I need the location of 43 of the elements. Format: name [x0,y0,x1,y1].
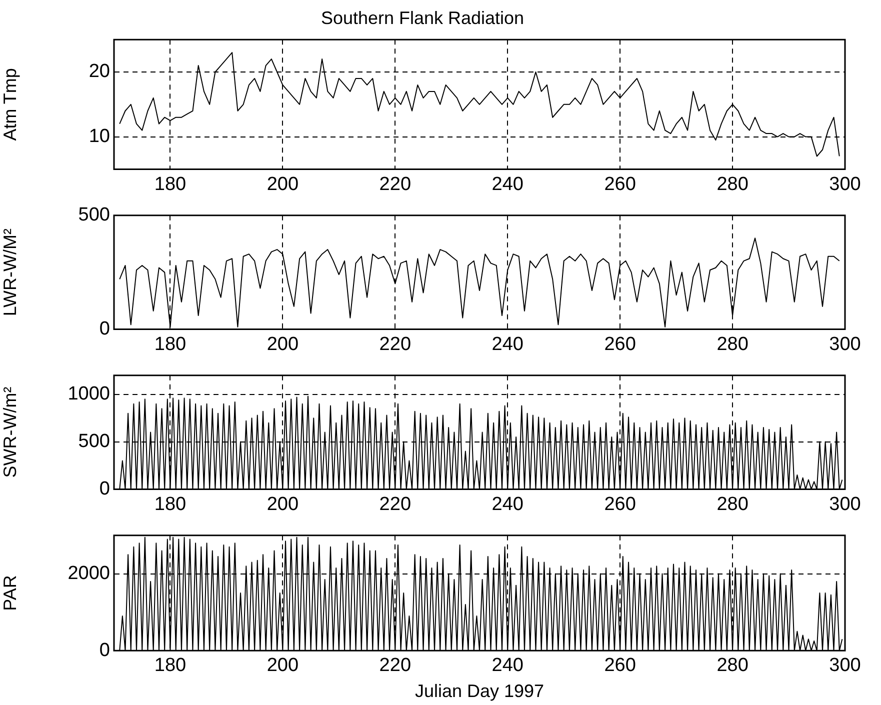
y-tick-label: 20 [88,61,110,82]
chart-title: Southern Flank Radiation [320,8,524,28]
x-tick-label: 200 [266,655,299,676]
x-tick-label: 300 [829,494,861,515]
x-tick-label: 220 [379,494,412,515]
x-tick-label: 280 [716,334,748,355]
x-tick-label: 200 [266,494,299,515]
y-axis-title: Atm Tmp [0,68,20,141]
x-tick-label: 280 [716,494,748,515]
x-tick-label: 180 [154,334,186,355]
x-tick-label: 200 [266,174,299,195]
y-tick-label: 10 [88,126,110,148]
x-tick-label: 260 [604,655,636,676]
x-axis-title: Julian Day 1997 [414,681,544,702]
x-tick-label: 280 [716,655,748,676]
x-tick-label: 240 [492,334,524,355]
x-tick-label: 260 [604,174,636,195]
x-tick-label: 200 [266,334,299,355]
x-tick-label: 220 [379,334,412,355]
y-axis-title: SWR-W/m² [0,386,20,478]
y-tick-label: 1000 [68,384,110,405]
y-axis-title: PAR [0,575,20,611]
x-tick-label: 240 [492,174,524,195]
x-tick-label: 300 [829,334,861,355]
x-tick-label: 240 [492,494,524,515]
y-tick-label: 0 [99,640,110,661]
x-tick-label: 260 [604,494,636,515]
x-tick-label: 220 [379,655,412,676]
y-tick-label: 500 [78,204,110,226]
x-tick-label: 280 [716,174,748,195]
y-tick-label: 0 [99,478,110,500]
x-tick-label: 300 [829,174,861,195]
y-tick-label: 2000 [68,563,110,584]
x-tick-label: 180 [154,655,186,676]
y-tick-label: 0 [99,318,110,340]
y-axis-title: LWR-W/M² [0,228,20,316]
x-tick-label: 180 [154,174,186,195]
x-tick-label: 240 [492,655,524,676]
x-tick-label: 220 [379,174,412,195]
x-tick-label: 300 [829,655,861,676]
x-tick-label: 180 [154,494,186,515]
y-tick-label: 500 [78,431,110,452]
x-tick-label: 260 [604,334,636,355]
